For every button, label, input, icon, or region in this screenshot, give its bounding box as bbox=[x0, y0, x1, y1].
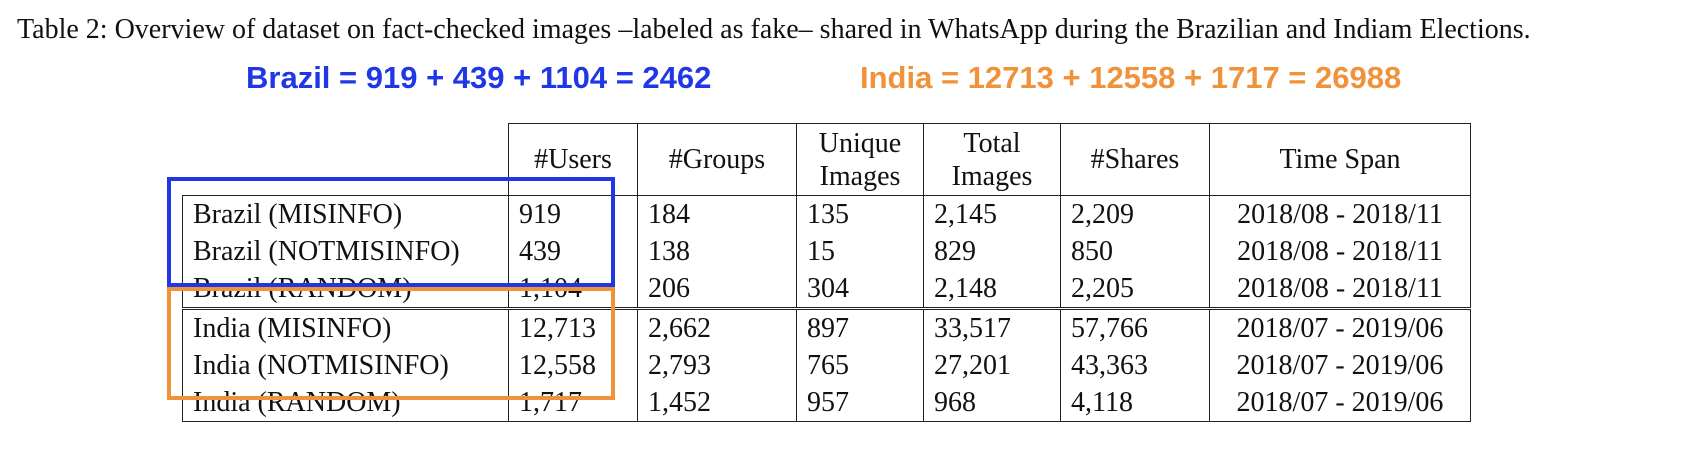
table-row: Brazil (MISINFO) 919 184 135 2,145 2,209… bbox=[182, 195, 1471, 233]
cell-time-span: 2018/07 - 2019/06 bbox=[1209, 347, 1471, 384]
cell-users: 1,104 bbox=[508, 270, 638, 309]
table-row: Brazil (NOTMISINFO) 439 138 15 829 850 2… bbox=[182, 233, 1471, 270]
cell-users: 12,558 bbox=[508, 347, 638, 384]
header-groups: #Groups bbox=[637, 123, 797, 196]
cell-users: 1,717 bbox=[508, 384, 638, 422]
cell-total-images: 27,201 bbox=[923, 347, 1061, 384]
header-blank-cell bbox=[182, 123, 509, 196]
table-row: India (MISINFO) 12,713 2,662 897 33,517 … bbox=[182, 307, 1471, 347]
header-total-images: Total Images bbox=[923, 123, 1061, 196]
cell-time-span: 2018/07 - 2019/06 bbox=[1209, 307, 1471, 347]
cell-shares: 850 bbox=[1060, 233, 1210, 270]
header-shares: #Shares bbox=[1060, 123, 1210, 196]
cell-total-images: 2,148 bbox=[923, 270, 1061, 309]
table-row: Brazil (RANDOM) 1,104 206 304 2,148 2,20… bbox=[182, 270, 1471, 309]
row-label: India (MISINFO) bbox=[182, 307, 509, 347]
cell-unique-images: 304 bbox=[796, 270, 924, 309]
table-header-row: #Users #Groups Unique Images Total Image… bbox=[182, 123, 1471, 196]
table-caption: Table 2: Overview of dataset on fact-che… bbox=[17, 14, 1531, 45]
row-label: Brazil (NOTMISINFO) bbox=[182, 233, 509, 270]
cell-groups: 1,452 bbox=[637, 384, 797, 422]
header-unique-line1: Unique bbox=[818, 127, 902, 159]
cell-groups: 2,662 bbox=[637, 307, 797, 347]
cell-users: 12,713 bbox=[508, 307, 638, 347]
cell-time-span: 2018/07 - 2019/06 bbox=[1209, 384, 1471, 422]
header-time-span: Time Span bbox=[1209, 123, 1471, 196]
cell-groups: 184 bbox=[637, 195, 797, 233]
cell-unique-images: 15 bbox=[796, 233, 924, 270]
cell-shares: 2,205 bbox=[1060, 270, 1210, 309]
row-label: India (RANDOM) bbox=[182, 384, 509, 422]
row-label: India (NOTMISINFO) bbox=[182, 347, 509, 384]
cell-unique-images: 765 bbox=[796, 347, 924, 384]
row-label: Brazil (RANDOM) bbox=[182, 270, 509, 309]
cell-shares: 4,118 bbox=[1060, 384, 1210, 422]
table-row: India (NOTMISINFO) 12,558 2,793 765 27,2… bbox=[182, 347, 1471, 384]
cell-time-span: 2018/08 - 2018/11 bbox=[1209, 233, 1471, 270]
table-row: India (RANDOM) 1,717 1,452 957 968 4,118… bbox=[182, 384, 1471, 422]
cell-unique-images: 957 bbox=[796, 384, 924, 422]
cell-unique-images: 897 bbox=[796, 307, 924, 347]
india-sum-annotation: India = 12713 + 12558 + 1717 = 26988 bbox=[860, 60, 1402, 95]
cell-groups: 206 bbox=[637, 270, 797, 309]
brazil-sum-annotation: Brazil = 919 + 439 + 1104 = 2462 bbox=[246, 60, 712, 95]
dataset-overview-table: #Users #Groups Unique Images Total Image… bbox=[182, 123, 1471, 422]
cell-shares: 57,766 bbox=[1060, 307, 1210, 347]
cell-shares: 43,363 bbox=[1060, 347, 1210, 384]
cell-users: 439 bbox=[508, 233, 638, 270]
cell-total-images: 2,145 bbox=[923, 195, 1061, 233]
cell-time-span: 2018/08 - 2018/11 bbox=[1209, 195, 1471, 233]
cell-unique-images: 135 bbox=[796, 195, 924, 233]
cell-shares: 2,209 bbox=[1060, 195, 1210, 233]
header-users: #Users bbox=[508, 123, 638, 196]
header-unique-line2: Images bbox=[819, 160, 901, 192]
header-total-line1: Total bbox=[963, 127, 1021, 159]
header-total-line2: Images bbox=[951, 160, 1033, 192]
row-label: Brazil (MISINFO) bbox=[182, 195, 509, 233]
cell-groups: 138 bbox=[637, 233, 797, 270]
header-unique-images: Unique Images bbox=[796, 123, 924, 196]
cell-total-images: 829 bbox=[923, 233, 1061, 270]
cell-total-images: 968 bbox=[923, 384, 1061, 422]
cell-time-span: 2018/08 - 2018/11 bbox=[1209, 270, 1471, 309]
cell-total-images: 33,517 bbox=[923, 307, 1061, 347]
cell-users: 919 bbox=[508, 195, 638, 233]
cell-groups: 2,793 bbox=[637, 347, 797, 384]
